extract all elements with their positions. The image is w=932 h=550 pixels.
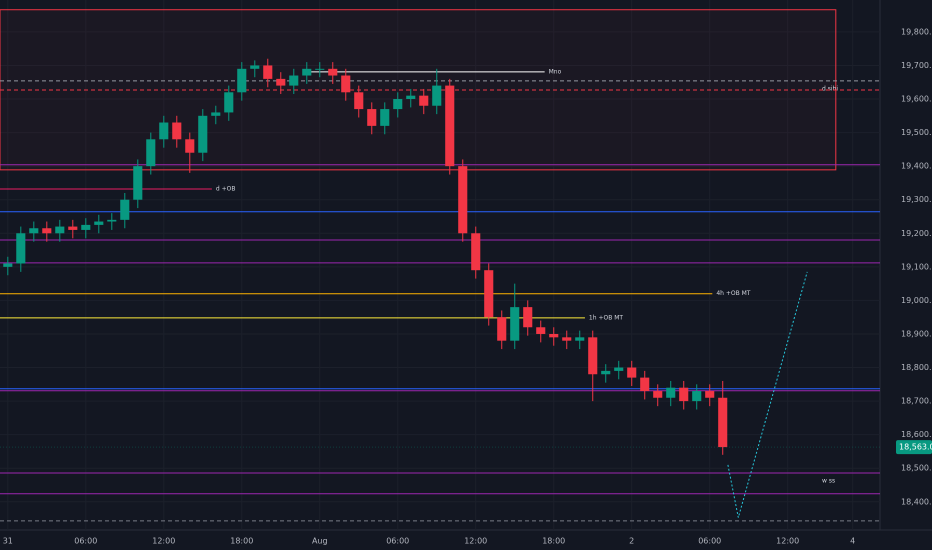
candle-body — [692, 391, 702, 402]
candle-body — [289, 75, 299, 86]
candle-body — [497, 317, 507, 341]
candle-body — [55, 226, 65, 234]
candle-body — [627, 367, 637, 378]
y-tick-label: 18,900.00 — [901, 329, 932, 338]
candle-body — [133, 166, 143, 200]
candle-body — [458, 166, 468, 234]
candle-body — [81, 224, 91, 230]
candle-body — [276, 78, 286, 86]
y-tick-label: 18,600.00 — [901, 430, 932, 439]
level-label: d sibi — [822, 85, 838, 92]
x-tick-label: 18:00 — [542, 537, 565, 546]
candle-body — [328, 68, 338, 76]
candle-body — [445, 85, 455, 167]
candle-body — [224, 92, 234, 113]
y-tick-label: 19,400.00 — [901, 162, 932, 171]
level-label: d +OB — [216, 185, 236, 192]
candle-body — [653, 391, 663, 398]
candle-body — [718, 397, 728, 448]
y-tick-label: 19,500.00 — [901, 128, 932, 137]
x-tick-label: 06:00 — [386, 537, 409, 546]
x-tick-label: Aug — [312, 537, 328, 546]
y-tick-label: 19,000.00 — [901, 296, 932, 305]
candle-body — [107, 219, 117, 222]
candle-body — [354, 92, 364, 110]
x-tick-label: 12:00 — [776, 537, 799, 546]
x-tick-label: 31 — [3, 537, 13, 546]
candle-body — [159, 122, 169, 140]
candle-body — [120, 199, 130, 220]
candle-body — [510, 307, 520, 341]
candle-body — [679, 387, 689, 402]
x-tick-label: 12:00 — [152, 537, 175, 546]
candle-body — [263, 65, 273, 79]
candle-body — [419, 95, 429, 106]
candle-body — [484, 270, 494, 318]
candle-body — [432, 85, 442, 106]
y-tick-label: 18,800.00 — [901, 363, 932, 372]
candle-body — [666, 387, 676, 398]
candle-body — [614, 367, 624, 371]
candle-body — [68, 226, 78, 230]
level-label: 1h +OB MT — [589, 314, 623, 321]
candle-body — [185, 139, 195, 153]
y-tick-label: 18,700.00 — [901, 397, 932, 406]
candle-body — [367, 109, 377, 126]
candle-body — [3, 263, 13, 267]
level-label: 4h +OB MT — [716, 290, 750, 297]
y-tick-label: 19,300.00 — [901, 195, 932, 204]
candle-body — [42, 228, 52, 234]
candle-body — [211, 112, 221, 116]
x-tick-label: 06:00 — [74, 537, 97, 546]
last-price-tag — [896, 440, 932, 455]
y-tick-label: 18,400.00 — [901, 497, 932, 506]
x-tick-label: 2 — [629, 537, 634, 546]
last-price-label: 18,563.00 — [899, 443, 932, 452]
candle-body — [29, 228, 39, 234]
candle-body — [341, 75, 351, 93]
candle-body — [406, 95, 416, 100]
candle-body — [471, 233, 481, 271]
candle-body — [250, 65, 260, 69]
candle-body — [705, 391, 715, 398]
y-tick-label: 19,200.00 — [901, 229, 932, 238]
candle-body — [315, 68, 325, 70]
y-tick-label: 19,600.00 — [901, 95, 932, 104]
candle-body — [237, 68, 247, 93]
candle-body — [640, 377, 650, 392]
candle-body — [302, 68, 312, 76]
candle-body — [575, 337, 585, 341]
level-label: Mno — [549, 68, 562, 75]
candle-body — [393, 99, 403, 110]
candle-body — [380, 109, 390, 126]
candle-body — [172, 122, 182, 140]
candle-body — [198, 115, 208, 153]
x-tick-label: 06:00 — [698, 537, 721, 546]
candle-body — [588, 337, 598, 375]
y-tick-label: 19,800.00 — [901, 27, 932, 36]
y-tick-label: 18,500.00 — [901, 464, 932, 473]
candle-body — [16, 233, 26, 264]
candle-body — [523, 307, 533, 328]
candle-body — [549, 333, 559, 338]
projection-path — [727, 271, 808, 518]
x-tick-label: 12:00 — [464, 537, 487, 546]
candle-body — [562, 337, 572, 341]
x-tick-label: 4 — [850, 537, 855, 546]
candle-body — [94, 221, 104, 225]
y-tick-label: 19,100.00 — [901, 262, 932, 271]
candle-body — [536, 327, 546, 334]
candle-body — [601, 370, 611, 375]
level-label: w ss — [822, 477, 835, 484]
y-tick-label: 19,700.00 — [901, 61, 932, 70]
candle-body — [146, 139, 156, 167]
x-tick-label: 18:00 — [230, 537, 253, 546]
